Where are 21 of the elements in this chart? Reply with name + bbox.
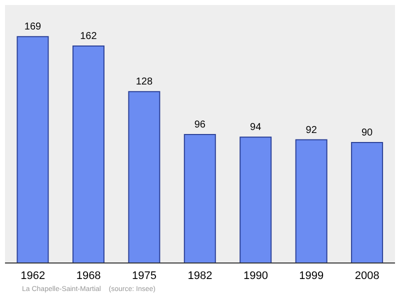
data-label: 169 — [24, 22, 42, 33]
data-label: 90 — [361, 127, 374, 138]
x-tick-label: 1990 — [243, 270, 268, 282]
data-label: 96 — [194, 119, 206, 130]
bar — [128, 91, 160, 263]
bar — [351, 142, 384, 263]
data-label: 162 — [80, 31, 98, 42]
x-tick-label: 2008 — [354, 270, 380, 282]
x-tick-label: 1982 — [188, 270, 212, 282]
bar — [295, 139, 328, 263]
bar — [184, 134, 216, 263]
data-label: 128 — [136, 76, 153, 88]
x-tick-label: 1975 — [132, 270, 157, 282]
x-tick-label: 1968 — [76, 270, 101, 282]
data-label: 92 — [306, 124, 318, 136]
x-tick-label: 1999 — [299, 270, 324, 282]
bar — [72, 46, 104, 263]
x-tick-label: 1962 — [20, 270, 46, 282]
bar — [16, 36, 49, 263]
data-label: 94 — [250, 122, 262, 134]
bar — [240, 136, 272, 263]
